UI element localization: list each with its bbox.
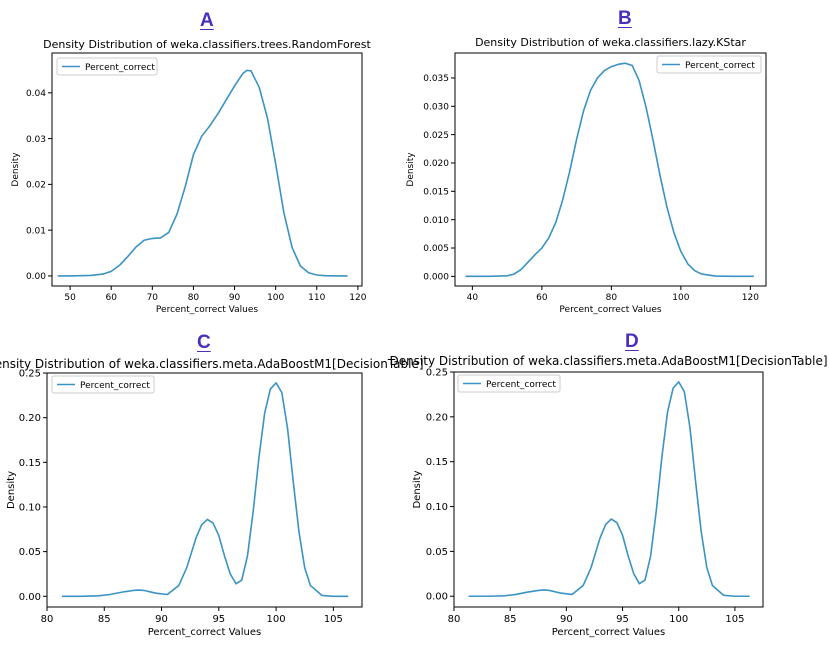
- chart-3-ytick-label: 0.25: [19, 369, 41, 380]
- chart-3-legend-box: [51, 375, 155, 394]
- chart-4-xtick-label: 90: [560, 614, 573, 625]
- chart-1-ytick-label: 0.02: [26, 181, 46, 191]
- chart-2-series-line: [465, 62, 754, 278]
- chart-2-ytick-label: 0.005: [423, 244, 449, 254]
- chart-4-ytick-label: 0.20: [426, 412, 448, 423]
- chart-1-ytick-label: 0.04: [26, 89, 46, 99]
- chart-2-frame: [454, 52, 767, 287]
- chart-3-ytick-label: 0.20: [19, 413, 41, 424]
- chart-2-ylabel: Density: [406, 152, 416, 187]
- chart-4-xlabel: Percent_correct Values: [552, 627, 666, 638]
- chart-3-ytick-label: 0.00: [19, 592, 41, 603]
- chart-2-legend-box: [656, 55, 762, 74]
- chart-2-legend-label: Percent_correct: [685, 61, 755, 71]
- chart-1-xtick-label: 100: [267, 293, 284, 303]
- chart-1-xtick-label: 60: [105, 293, 117, 303]
- chart-1-legend-label: Percent_correct: [85, 63, 155, 73]
- chart-4-frame: [453, 371, 764, 608]
- chart-4-ytick-label: 0.25: [426, 368, 448, 379]
- chart-4-legend-box: [457, 374, 561, 393]
- chart-4-xtick-label: 80: [448, 614, 461, 625]
- chart-1-ylabel: Density: [11, 152, 21, 187]
- chart-1-xtick-label: 120: [349, 293, 366, 303]
- chart-4-xtick-label: 100: [669, 614, 688, 625]
- chart-1-xtick-label: 70: [147, 293, 159, 303]
- chart-2-ytick-label: 0.035: [423, 74, 449, 84]
- panel-letter-d: D: [625, 331, 639, 352]
- chart-3-xtick-label: 85: [98, 614, 111, 625]
- chart-3-ylabel: Density: [6, 471, 17, 509]
- chart-2-xtick-label: 80: [606, 293, 618, 303]
- chart-3-xtick-label: 100: [267, 614, 286, 625]
- chart-3-legend-label: Percent_correct: [80, 381, 150, 391]
- chart-3-xtick-label: 95: [212, 614, 225, 625]
- chart-4-legend-label: Percent_correct: [486, 380, 556, 390]
- panel-letter-c: C: [197, 332, 211, 353]
- chart-1-frame: [51, 52, 363, 287]
- chart-2-xtick-label: 40: [467, 293, 479, 303]
- chart-2-xtick-label: 120: [742, 293, 759, 303]
- chart-1-title: Density Distribution of weka.classifiers…: [43, 38, 371, 51]
- chart-1-ytick-label: 0.03: [26, 135, 46, 145]
- chart-4-ytick-label: 0.10: [426, 502, 448, 513]
- chart-4-series-line: [468, 381, 750, 598]
- chart-3-xtick-label: 90: [155, 614, 168, 625]
- chart-3-xtick-label: 80: [41, 614, 54, 625]
- chart-4-xtick-label: 85: [504, 614, 517, 625]
- chart-4-xtick-label: 105: [725, 614, 744, 625]
- chart-2-ytick-label: 0.025: [423, 131, 449, 141]
- chart-3-ytick-label: 0.05: [19, 547, 41, 558]
- chart-3-xtick-label: 105: [324, 614, 343, 625]
- chart-2-xtick-label: 100: [672, 293, 689, 303]
- chart-4-ytick-label: 0.05: [426, 547, 448, 558]
- chart-1-xtick-label: 80: [188, 293, 200, 303]
- panel-letter-b: B: [618, 8, 632, 29]
- chart-4-title: Density Distribution of weka.classifiers…: [389, 354, 827, 368]
- panel-letter-a: A: [200, 10, 214, 31]
- chart-2-title: Density Distribution of weka.classifiers…: [475, 36, 746, 49]
- chart-2-ytick-label: 0.030: [423, 102, 449, 112]
- chart-4-ylabel: Density: [412, 470, 423, 508]
- chart-1-xtick-label: 90: [229, 293, 241, 303]
- chart-2-ytick-label: 0.020: [423, 159, 449, 169]
- chart-2-ytick-label: 0.000: [423, 273, 449, 283]
- chart-1-legend-box: [56, 57, 158, 76]
- chart-1-ytick-label: 0.01: [26, 226, 46, 236]
- chart-3-series-line: [61, 382, 349, 598]
- chart-3-xlabel: Percent_correct Values: [148, 627, 262, 638]
- chart-2-xtick-label: 60: [536, 293, 548, 303]
- chart-1-xlabel: Percent_correct Values: [156, 305, 258, 315]
- chart-1-xtick-label: 110: [308, 293, 325, 303]
- chart-4-ytick-label: 0.15: [426, 457, 448, 468]
- chart-1-series-line: [57, 69, 348, 277]
- chart-2-ytick-label: 0.010: [423, 216, 449, 226]
- chart-4-xtick-label: 95: [616, 614, 629, 625]
- chart-2-xlabel: Percent_correct Values: [559, 305, 661, 315]
- chart-1-ytick-label: 0.00: [26, 272, 46, 282]
- chart-2-ytick-label: 0.015: [423, 187, 449, 197]
- chart-3-ytick-label: 0.15: [19, 458, 41, 469]
- chart-4-ytick-label: 0.00: [426, 592, 448, 603]
- chart-3-title: Density Distribution of weka.classifiers…: [0, 357, 424, 371]
- chart-3-frame: [46, 372, 363, 608]
- chart-1-xtick-label: 50: [64, 293, 76, 303]
- chart-3-ytick-label: 0.10: [19, 502, 41, 513]
